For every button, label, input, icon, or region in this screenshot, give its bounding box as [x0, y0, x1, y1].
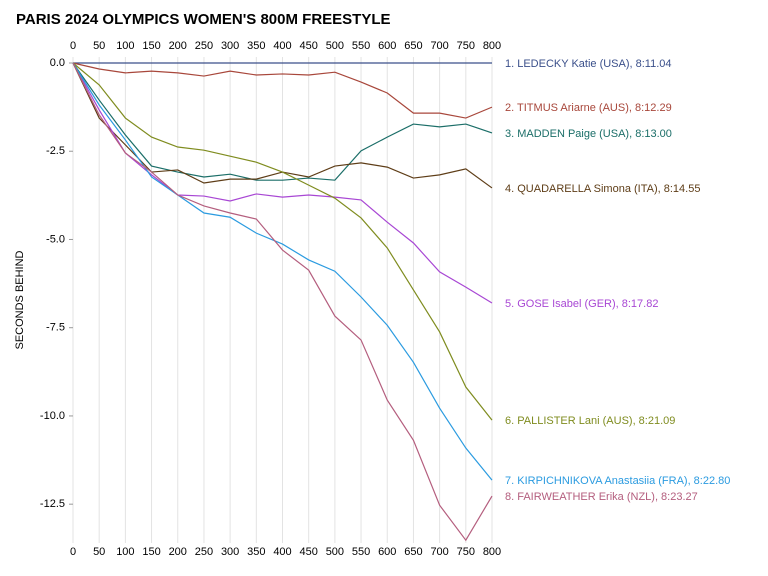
- x-tick-label: 500: [326, 40, 344, 52]
- y-tick-label: -2.5: [46, 145, 65, 157]
- x-tick-label: 600: [378, 546, 396, 558]
- x-tick-label: 700: [430, 40, 448, 52]
- x-tick-label: 650: [404, 40, 422, 52]
- x-tick-label: 150: [142, 40, 160, 52]
- x-tick-label: 50: [93, 546, 105, 558]
- series-line: [72, 62, 493, 481]
- x-tick-label: 450: [300, 40, 318, 52]
- x-tick-label: 550: [352, 40, 370, 52]
- x-tick-label: 800: [483, 40, 501, 52]
- x-tick-label: 250: [195, 546, 213, 558]
- series-label: 5. GOSE Isabel (GER), 8:17.82: [505, 298, 658, 310]
- x-tick-label: 0: [70, 546, 76, 558]
- series-line: [72, 62, 493, 304]
- x-tick-label: 50: [93, 40, 105, 52]
- series-line: [72, 62, 493, 542]
- y-axis-label: SECONDS BEHIND: [14, 250, 26, 349]
- x-tick-label: 550: [352, 546, 370, 558]
- x-tick-label: 500: [326, 546, 344, 558]
- series-line: [72, 62, 493, 181]
- series-label: 7. KIRPICHNIKOVA Anastasiia (FRA), 8:22.…: [505, 475, 730, 487]
- x-tick-label: 300: [221, 40, 239, 52]
- x-tick-label: 200: [169, 40, 187, 52]
- series-line: [72, 62, 493, 421]
- series-line: [72, 62, 493, 119]
- x-tick-label: 450: [300, 546, 318, 558]
- x-tick-label: 600: [378, 40, 396, 52]
- y-tick-label: -12.5: [40, 498, 65, 510]
- series-label: 1. LEDECKY Katie (USA), 8:11.04: [505, 58, 672, 70]
- x-tick-label: 0: [70, 40, 76, 52]
- x-tick-label: 250: [195, 40, 213, 52]
- y-tick-label: -5.0: [46, 233, 65, 245]
- x-tick-label: 150: [142, 546, 160, 558]
- series-label: 8. FAIRWEATHER Erika (NZL), 8:23.27: [505, 491, 698, 503]
- x-tick-label: 100: [116, 546, 134, 558]
- x-tick-label: 700: [430, 546, 448, 558]
- x-tick-label: 750: [457, 546, 475, 558]
- y-tick-label: 0.0: [50, 57, 65, 69]
- y-tick-label: -10.0: [40, 410, 65, 422]
- x-tick-label: 800: [483, 546, 501, 558]
- x-tick-label: 400: [273, 546, 291, 558]
- x-tick-label: 350: [247, 546, 265, 558]
- x-tick-label: 300: [221, 546, 239, 558]
- series-label: 4. QUADARELLA Simona (ITA), 8:14.55: [505, 183, 700, 195]
- y-tick-label: -7.5: [46, 322, 65, 334]
- x-tick-label: 650: [404, 546, 422, 558]
- chart-title: PARIS 2024 OLYMPICS WOMEN'S 800M FREESTY…: [16, 11, 391, 28]
- x-tick-label: 350: [247, 40, 265, 52]
- x-tick-label: 200: [169, 546, 187, 558]
- x-tick-label: 100: [116, 40, 134, 52]
- x-tick-label: 750: [457, 40, 475, 52]
- x-tick-label: 400: [273, 40, 291, 52]
- series-label: 6. PALLISTER Lani (AUS), 8:21.09: [505, 415, 675, 427]
- series-label: 2. TITMUS Ariarne (AUS), 8:12.29: [505, 102, 672, 114]
- series-label: 3. MADDEN Paige (USA), 8:13.00: [505, 128, 672, 140]
